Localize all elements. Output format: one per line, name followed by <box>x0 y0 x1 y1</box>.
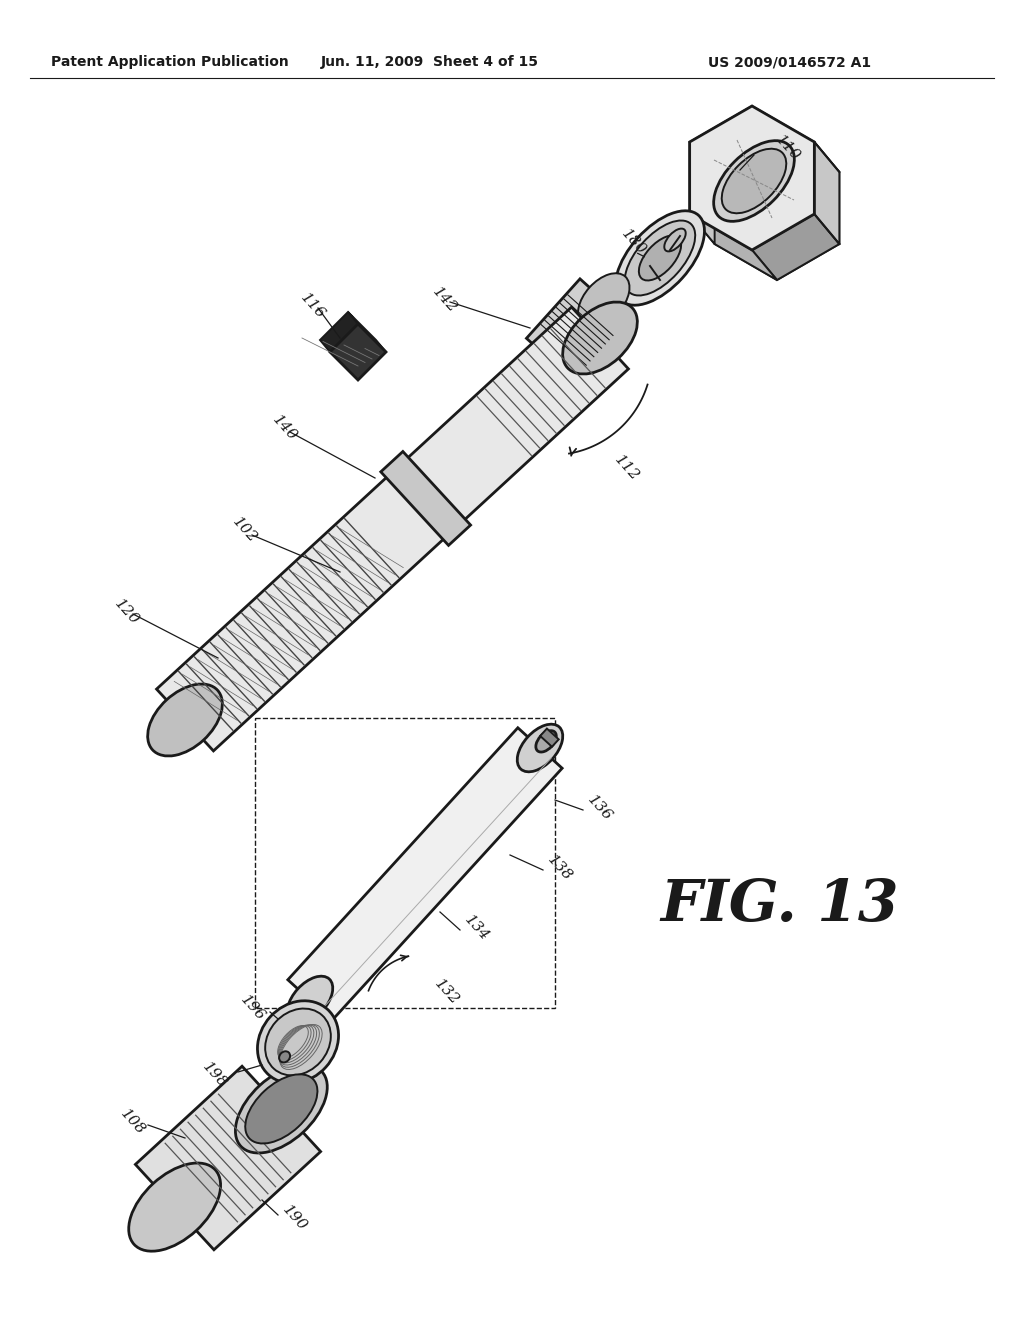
Text: 196: 196 <box>238 993 268 1023</box>
Text: 108: 108 <box>118 1106 148 1138</box>
Text: 110: 110 <box>773 132 803 164</box>
Ellipse shape <box>625 220 695 296</box>
Text: 134: 134 <box>462 912 492 944</box>
Text: 140: 140 <box>270 412 300 444</box>
Bar <box>255 718 555 1008</box>
Text: 190: 190 <box>280 1203 310 1234</box>
Text: 198: 198 <box>200 1060 230 1090</box>
Polygon shape <box>135 1067 321 1250</box>
Polygon shape <box>689 106 777 172</box>
Ellipse shape <box>517 725 563 772</box>
Ellipse shape <box>665 228 686 251</box>
Polygon shape <box>348 312 386 352</box>
Ellipse shape <box>578 273 630 327</box>
Polygon shape <box>157 308 629 751</box>
Polygon shape <box>330 323 386 380</box>
Ellipse shape <box>245 1074 317 1143</box>
Polygon shape <box>752 106 840 172</box>
Text: 116: 116 <box>298 290 328 322</box>
Polygon shape <box>715 136 840 280</box>
Ellipse shape <box>524 333 575 387</box>
Text: FIG. 13: FIG. 13 <box>660 876 898 933</box>
Ellipse shape <box>639 235 681 280</box>
Polygon shape <box>752 214 840 280</box>
Ellipse shape <box>147 684 222 756</box>
Text: Jun. 11, 2009  Sheet 4 of 15: Jun. 11, 2009 Sheet 4 of 15 <box>321 55 539 69</box>
Ellipse shape <box>236 1065 328 1152</box>
Ellipse shape <box>615 211 705 305</box>
Ellipse shape <box>562 302 637 374</box>
Text: 120: 120 <box>112 597 142 627</box>
Ellipse shape <box>257 1001 339 1084</box>
Polygon shape <box>689 106 814 249</box>
Text: 180: 180 <box>618 227 649 257</box>
Polygon shape <box>689 143 715 244</box>
Ellipse shape <box>714 141 795 222</box>
Text: 136: 136 <box>585 792 615 824</box>
Ellipse shape <box>280 1051 290 1063</box>
Ellipse shape <box>536 731 556 752</box>
Polygon shape <box>288 727 562 1020</box>
Text: 102: 102 <box>230 515 260 545</box>
Text: Patent Application Publication: Patent Application Publication <box>51 55 289 69</box>
Ellipse shape <box>265 1008 331 1076</box>
Polygon shape <box>526 279 628 381</box>
Text: 142: 142 <box>430 284 460 315</box>
Text: 138: 138 <box>545 853 575 883</box>
Ellipse shape <box>129 1163 220 1251</box>
Ellipse shape <box>288 977 333 1024</box>
Text: 112: 112 <box>612 453 642 483</box>
Polygon shape <box>319 312 358 352</box>
Polygon shape <box>689 214 777 280</box>
Polygon shape <box>381 451 471 545</box>
Text: US 2009/0146572 A1: US 2009/0146572 A1 <box>709 55 871 69</box>
Polygon shape <box>814 143 840 244</box>
Ellipse shape <box>722 149 786 214</box>
Text: 132: 132 <box>432 977 462 1007</box>
Polygon shape <box>540 729 559 747</box>
